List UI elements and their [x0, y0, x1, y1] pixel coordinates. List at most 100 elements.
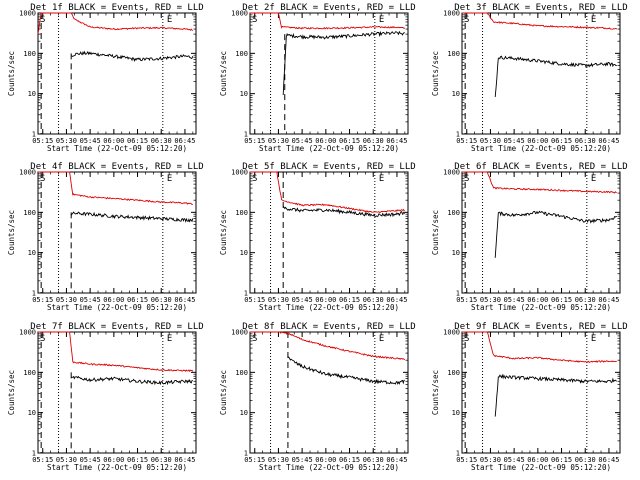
x-tick-label: 05:45 [80, 137, 101, 145]
y-tick-label: 1 [456, 450, 460, 458]
events-series-line [71, 375, 193, 386]
lld-series-line [38, 171, 194, 206]
chart-panel: Det 1f BLACK = Events, RED = LLD 1 10 100 10… [7, 3, 204, 153]
y-tick-label: 10 [452, 249, 460, 257]
x-tick-label: 05:30 [56, 137, 77, 145]
x-tick-label: 06:30 [151, 456, 172, 464]
annotation-start: S [252, 15, 257, 25]
plot-frame [249, 12, 409, 135]
x-tick-label: 05:15 [456, 137, 477, 145]
x-tick-label: 06:00 [103, 137, 124, 145]
y-tick-label: 1000 [231, 329, 248, 337]
y-tick-label: 10 [240, 249, 248, 257]
x-tick-label: 05:15 [456, 456, 477, 464]
y-tick-label: 1000 [231, 169, 248, 177]
annotation-end: E [591, 174, 596, 184]
x-tick-label: 05:15 [32, 137, 53, 145]
chart-title: Det 1f BLACK = Events, RED = LLD [30, 3, 203, 13]
y-tick-label: 1 [456, 131, 460, 139]
x-axis-label: Start Time (22-Oct-09 05:12:20) [47, 463, 187, 472]
chart-panel: Det 3f BLACK = Events, RED = LLD 1 10 100 10… [431, 3, 628, 153]
y-tick-label: 1 [456, 290, 460, 298]
chart-title: Det 4f BLACK = Events, RED = LLD [30, 162, 203, 172]
y-tick-label: 10 [28, 90, 36, 98]
y-axis-label: Counts/sec [219, 210, 228, 255]
x-tick-label: 05:15 [32, 296, 53, 304]
annotation-end: E [379, 174, 384, 184]
y-tick-label: 10 [28, 409, 36, 417]
x-tick-label: 06:15 [127, 137, 148, 145]
x-axis-label: Start Time (22-Oct-09 05:12:20) [259, 144, 399, 153]
y-tick-label: 100 [23, 209, 36, 217]
x-tick-label: 06:15 [339, 456, 360, 464]
y-tick-label: 1000 [443, 329, 460, 337]
x-tick-label: 06:00 [315, 137, 336, 145]
x-tick-label: 05:15 [244, 296, 265, 304]
x-tick-label: 05:45 [504, 296, 525, 304]
plot-frame [37, 12, 197, 135]
x-tick-label: 05:15 [456, 296, 477, 304]
annotation-end: E [591, 15, 596, 25]
x-tick-label: 06:15 [339, 137, 360, 145]
x-tick-label: 06:15 [127, 296, 148, 304]
annotation-start: S [464, 174, 469, 184]
x-tick-label: 05:15 [244, 137, 265, 145]
plot-frame [249, 331, 409, 454]
y-tick-label: 100 [235, 50, 248, 58]
plot-frame [461, 331, 621, 454]
lld-series-line [462, 331, 618, 364]
x-tick-label: 06:30 [151, 137, 172, 145]
annotation-start: S [464, 15, 469, 25]
y-tick-label: 1 [32, 290, 36, 298]
y-axis-label: Counts/sec [7, 370, 16, 415]
x-tick-label: 06:15 [551, 137, 572, 145]
lld-series-line [37, 12, 194, 34]
y-axis-label: Counts/sec [431, 210, 440, 255]
x-tick-label: 06:45 [386, 456, 407, 464]
chart-title: Det 2f BLACK = Events, RED = LLD [242, 3, 415, 13]
annotation-end: E [167, 15, 172, 25]
annotation-start: S [40, 334, 45, 344]
events-series-line [70, 211, 194, 223]
x-tick-label: 05:45 [504, 456, 525, 464]
x-axis-label: Start Time (22-Oct-09 05:12:20) [471, 303, 611, 312]
y-tick-label: 100 [235, 369, 248, 377]
lld-series-line [250, 171, 406, 214]
x-axis-label: Start Time (22-Oct-09 05:12:20) [259, 303, 399, 312]
annotation-start: S [40, 174, 45, 184]
plot-frame [249, 171, 409, 294]
plot-frame [37, 171, 197, 294]
x-tick-label: 06:00 [315, 296, 336, 304]
events-series-line [494, 55, 617, 98]
y-tick-label: 1000 [443, 169, 460, 177]
events-series-line [287, 356, 405, 385]
events-series-line [494, 210, 617, 258]
lld-series-line [462, 12, 618, 30]
x-tick-label: 05:45 [80, 296, 101, 304]
y-tick-label: 1 [244, 290, 248, 298]
y-axis-label: Counts/sec [219, 51, 228, 96]
y-tick-label: 1 [244, 131, 248, 139]
x-tick-label: 05:30 [268, 137, 289, 145]
x-axis-label: Start Time (22-Oct-09 05:12:20) [471, 463, 611, 472]
annotation-start: S [252, 174, 257, 184]
x-tick-label: 06:00 [315, 456, 336, 464]
lld-series-line [462, 171, 617, 194]
y-axis-label: Counts/sec [431, 51, 440, 96]
y-axis-label: Counts/sec [431, 370, 440, 415]
events-series-line [282, 206, 405, 218]
y-tick-label: 100 [447, 369, 460, 377]
x-tick-label: 06:45 [174, 456, 195, 464]
chart-title: Det 9f BLACK = Events, RED = LLD [454, 322, 627, 332]
y-tick-label: 1000 [19, 169, 36, 177]
x-tick-label: 06:30 [575, 137, 596, 145]
x-tick-label: 06:45 [386, 137, 407, 145]
x-tick-label: 06:45 [174, 296, 195, 304]
x-tick-label: 06:15 [127, 456, 148, 464]
y-tick-label: 1 [244, 450, 248, 458]
x-tick-label: 06:00 [527, 456, 548, 464]
plot-frame [37, 331, 197, 454]
x-tick-label: 06:30 [363, 456, 384, 464]
x-tick-label: 05:30 [480, 456, 501, 464]
